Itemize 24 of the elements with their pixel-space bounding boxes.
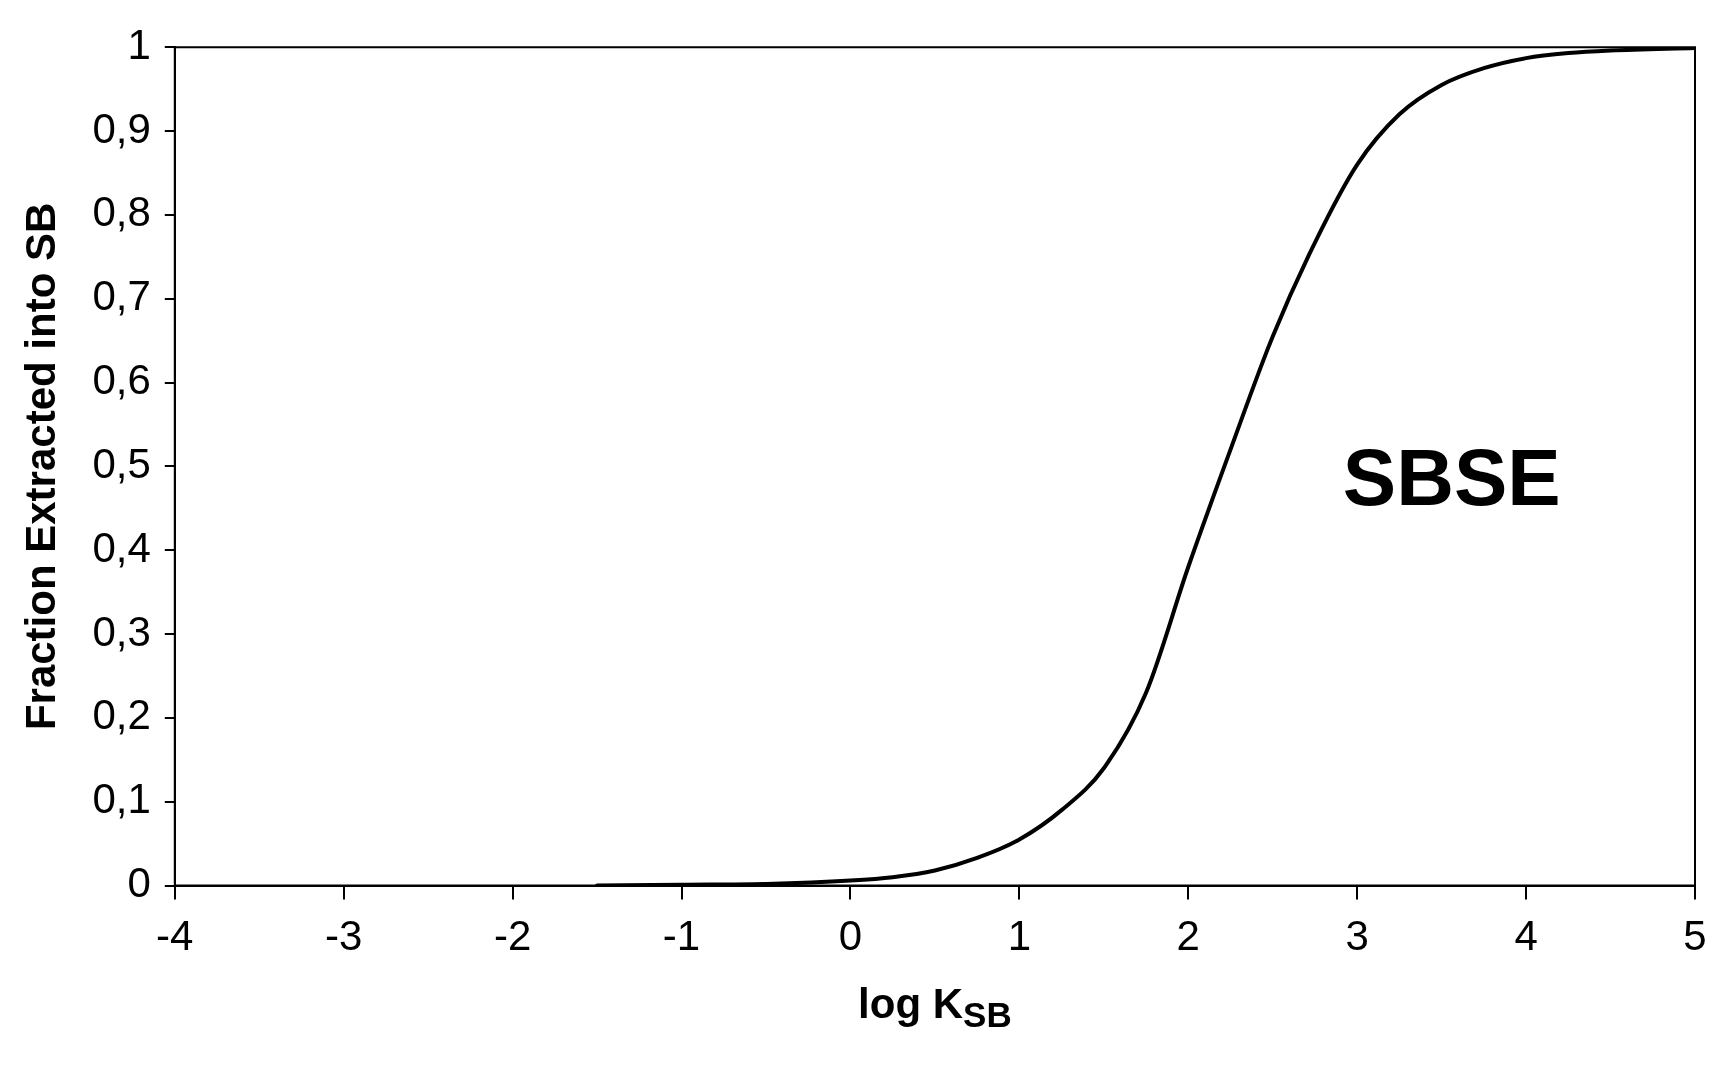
y-tick-label: 0,4 [92, 523, 151, 571]
y-tick-label: 0,3 [92, 607, 151, 655]
y-tick-label: 0,1 [92, 775, 151, 823]
x-tick-label: 2 [1176, 912, 1200, 960]
x-tick-label: -2 [493, 912, 532, 960]
y-tick-label: 0,2 [92, 691, 151, 739]
y-tick-label: 1 [127, 20, 151, 68]
annotation: SBSE [1342, 433, 1561, 523]
x-tick-label: 5 [1683, 912, 1707, 960]
x-tick-label: 3 [1345, 912, 1369, 960]
x-tick-label: -3 [325, 912, 363, 960]
x-tick-label: 0 [838, 912, 863, 960]
y-tick-label: 0,5 [92, 439, 151, 487]
x-tick-label: -1 [662, 912, 701, 960]
y-tick-label: 0,7 [92, 272, 151, 320]
x-tick-label: 4 [1514, 912, 1538, 960]
y-tick-label: 0,6 [92, 356, 151, 404]
y-tick-label: 0,8 [92, 188, 151, 236]
x-tick-label: -4 [156, 912, 194, 960]
y-axis-title: Fraction Extracted into SB [16, 202, 64, 731]
y-tick-label: 0,9 [92, 104, 151, 152]
y-tick-label: 0 [127, 859, 151, 907]
x-tick-label: 1 [1007, 912, 1032, 960]
x-axis-title: log K$_{SB}$ [857, 979, 1013, 1037]
